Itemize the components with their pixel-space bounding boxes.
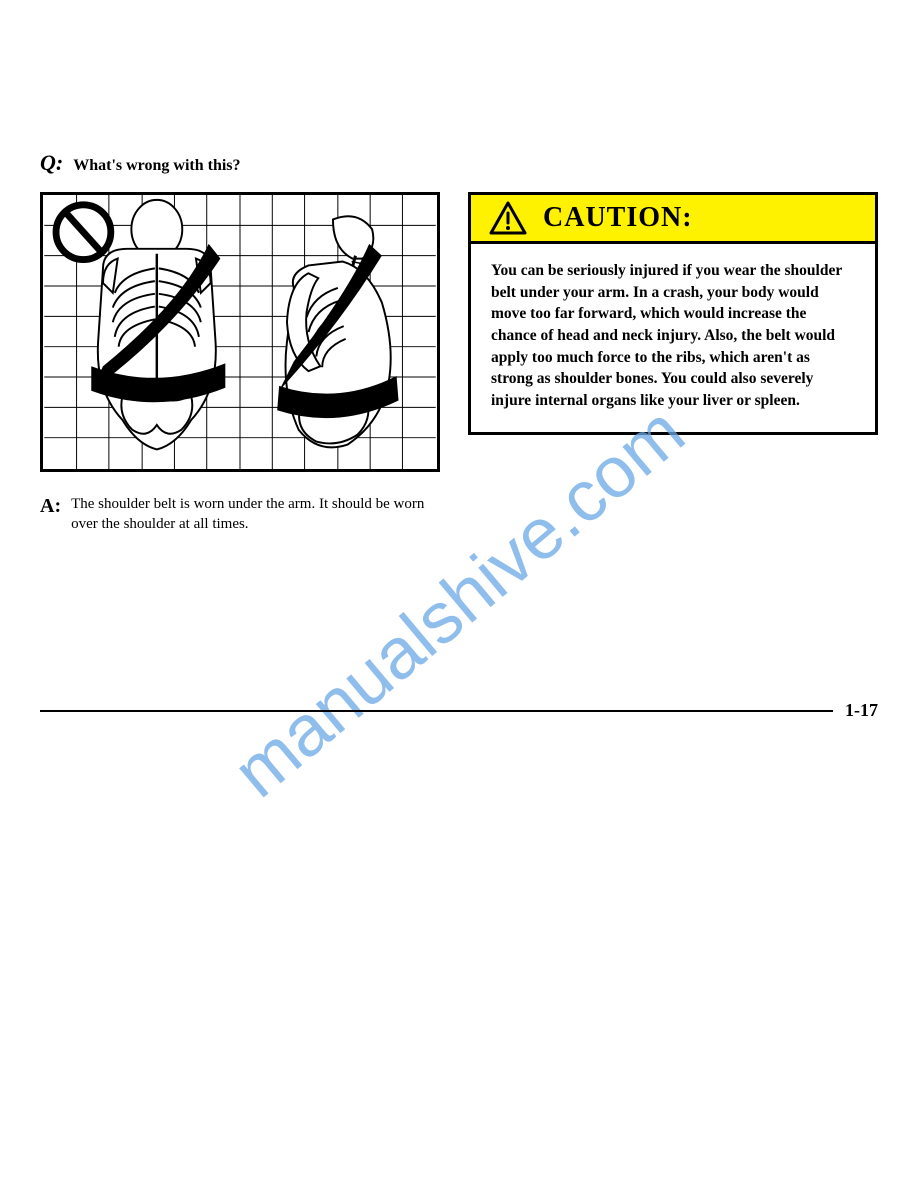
question-row: Q: What's wrong with this? xyxy=(40,150,878,176)
content-columns: A: The shoulder belt is worn under the a… xyxy=(40,192,878,535)
caution-body: You can be seriously injured if you wear… xyxy=(471,241,875,432)
answer-label: A: xyxy=(40,494,61,518)
answer-row: A: The shoulder belt is worn under the a… xyxy=(40,494,440,535)
seatbelt-figure xyxy=(40,192,440,472)
caution-header: CAUTION: xyxy=(471,195,875,241)
prohibit-icon xyxy=(56,205,111,260)
caution-box: CAUTION: You can be seriously injured if… xyxy=(468,192,878,435)
footer-rule xyxy=(40,710,878,712)
figure-svg xyxy=(43,195,437,469)
caution-title: CAUTION: xyxy=(543,202,693,234)
right-column: CAUTION: You can be seriously injured if… xyxy=(468,192,878,435)
answer-text: The shoulder belt is worn under the arm.… xyxy=(71,494,440,535)
warning-triangle-icon xyxy=(489,201,527,235)
question-text: What's wrong with this? xyxy=(73,157,240,175)
left-column: A: The shoulder belt is worn under the a… xyxy=(40,192,440,535)
question-label: Q: xyxy=(40,150,63,176)
page-number: 1-17 xyxy=(833,700,878,721)
manual-page: Q: What's wrong with this? xyxy=(40,150,878,535)
